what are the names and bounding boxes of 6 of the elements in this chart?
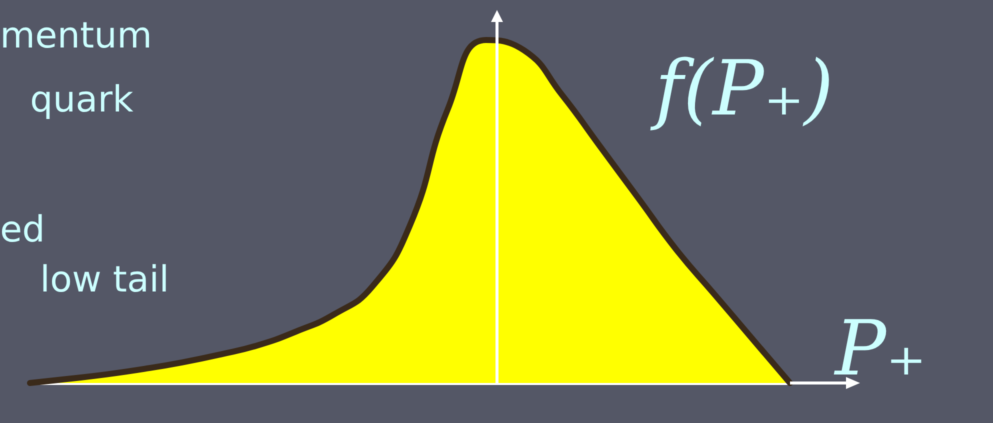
annotation: low tail [40,260,170,300]
annotation: mentum [0,16,152,56]
y-axis-title: f(P₊) [650,44,834,132]
annotation: quark [30,80,134,120]
x-axis-title: P₊ [833,304,926,392]
annotation: ed [0,210,45,250]
